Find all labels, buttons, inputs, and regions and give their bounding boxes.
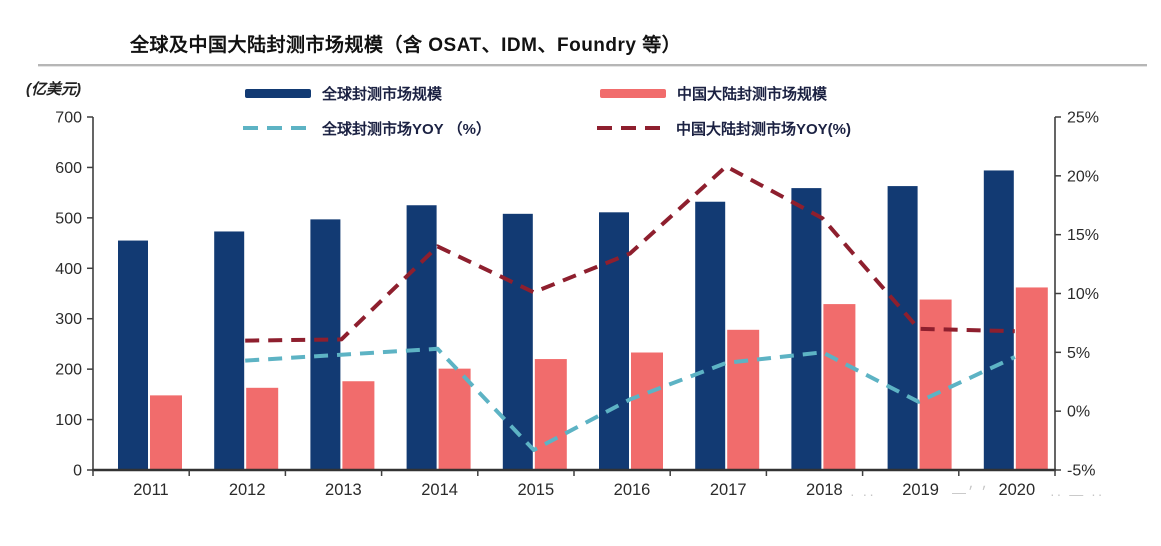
x-label-2011: 2011: [133, 481, 168, 499]
chart-title: 全球及中国大陆封测市场规模（含 OSAT、IDM、Foundry 等）: [130, 35, 682, 56]
left-tick-label-0: 0: [73, 463, 82, 480]
right-tick-label-0%: 0%: [1067, 404, 1090, 421]
right-tick-label-15%: 15%: [1067, 227, 1099, 244]
bar-china-2016: [631, 352, 663, 470]
x-label-2012: 2012: [229, 481, 266, 499]
bar-global-2016: [599, 212, 629, 470]
legend-label-china-bar: 中国大陆封测市场规模: [677, 85, 828, 103]
bar-china-2014: [438, 368, 471, 470]
legend-swatch-global-yoy: [243, 126, 311, 130]
left-tick-label-300: 300: [55, 311, 82, 328]
watermark-smudge-3: ·· — ··: [1050, 486, 1105, 502]
bar-global-2013: [310, 219, 341, 470]
line-global-yoy: [245, 346, 1016, 452]
bar-global-2017: [695, 201, 726, 470]
x-label-2017: 2017: [710, 481, 747, 499]
x-label-2019: 2019: [902, 481, 939, 499]
x-label-2014: 2014: [421, 481, 458, 499]
legend-label-china-yoy: 中国大陆封测市场YOY(%): [676, 120, 852, 138]
right-tick-label-10%: 10%: [1067, 286, 1099, 303]
legend-item-china-yoy: 中国大陆封测市场YOY(%): [597, 118, 851, 138]
left-tick-label-100: 100: [55, 412, 82, 429]
left-tick-label-200: 200: [55, 362, 82, 379]
left-tick-label-400: 400: [55, 261, 82, 278]
bar-china-2013: [342, 381, 375, 470]
legend-swatch-china-bar: [600, 88, 666, 98]
left-tick-label-700: 700: [55, 110, 82, 127]
x-label-2020: 2020: [998, 481, 1035, 499]
left-axis-unit-label: (亿美元): [26, 81, 81, 98]
bar-global-2019: [887, 186, 918, 470]
bar-global-2020: [983, 170, 1014, 470]
right-tick-label-25%: 25%: [1067, 110, 1099, 127]
x-label-2018: 2018: [806, 481, 843, 499]
bar-global-2014: [406, 205, 437, 470]
bar-china-2011: [150, 395, 182, 470]
x-label-2016: 2016: [614, 481, 651, 499]
watermark-smudge-2: —׳ ׳: [952, 484, 989, 500]
watermark-smudge-1: · ··: [850, 486, 876, 502]
bar-china-2018: [823, 304, 856, 470]
right-tick-label--5%: -5%: [1067, 463, 1095, 480]
x-label-2015: 2015: [517, 481, 554, 499]
line-china-yoy: [245, 164, 1015, 343]
legend-item-global-yoy: 全球封测市场YOY （%）: [243, 118, 491, 138]
right-tick-label-20%: 20%: [1067, 168, 1099, 185]
legend-label-global-yoy: 全球封测市场YOY （%）: [322, 120, 491, 138]
legend-swatch-china-yoy: [597, 126, 665, 130]
bar-china-2015: [534, 359, 567, 470]
bar-china-2012: [246, 387, 279, 470]
title-divider: [38, 64, 1147, 66]
bar-china-2020: [1015, 287, 1048, 470]
legend-item-china-bar: 中国大陆封测市场规模: [600, 83, 827, 103]
left-tick-label-600: 600: [55, 160, 82, 177]
right-tick-label-5%: 5%: [1067, 345, 1090, 362]
bar-global-2015: [502, 213, 533, 470]
legend-item-global-bar: 全球封测市场规模: [245, 83, 442, 103]
bar-china-2019: [919, 299, 952, 470]
x-label-2013: 2013: [325, 481, 362, 499]
bar-global-2012: [214, 231, 245, 470]
legend-label-global-bar: 全球封测市场规模: [322, 85, 443, 103]
bar-global-2018: [791, 188, 822, 470]
legend-swatch-global-bar: [245, 88, 311, 98]
bar-global-2011: [118, 240, 148, 470]
left-tick-label-500: 500: [55, 210, 82, 227]
bar-china-2017: [727, 329, 760, 470]
